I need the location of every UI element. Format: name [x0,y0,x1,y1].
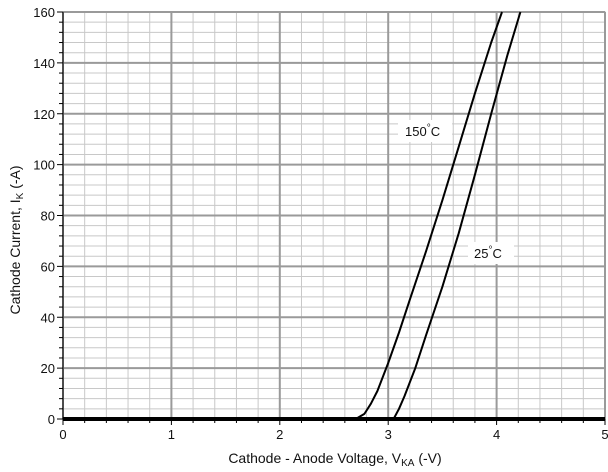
label-layer: 0 1 2 3 4 5 0 20 40 60 80 100 120 140 160 [33,5,608,442]
x-axis-title-sub: KA [401,458,415,469]
y-tick-label: 120 [33,107,55,122]
x-axis-title: Cathode - Anode Voltage, VKA (-V) [228,450,441,469]
y-tick-label: 100 [33,158,55,173]
y-axis-title-sub: K [15,192,26,199]
annotation-150c-degree: ° [427,123,431,134]
y-tick-label: 0 [48,412,55,427]
y-axis-title: Cathode Current, IK (-A) [7,165,26,314]
annotation-25c-degree: ° [488,245,492,256]
annotation-150-bg [398,120,452,142]
y-tick-label: 20 [41,361,55,376]
annotation-150c-unit: C [431,124,440,139]
y-tick-label: 80 [41,209,55,224]
tick-layer [57,11,606,425]
series-layer [63,11,522,420]
y-tick-label: 60 [41,259,55,274]
x-tick-label: 0 [59,427,66,442]
x-tick-label: 3 [385,427,392,442]
y-tick-label: 140 [33,56,55,71]
x-axis-title-main: Cathode - Anode Voltage, V [228,450,401,466]
series-line-25c [63,11,522,420]
annotation-25c: 25°C [474,245,502,261]
annotation-25c-value: 25 [474,246,488,261]
series-line-150c [63,11,503,420]
x-axis-title-unit: (-V) [414,450,441,466]
annotation-25c-unit: C [492,246,501,261]
x-tick-label: 4 [493,427,500,442]
x-tick-label: 2 [276,427,283,442]
annotation-150c: 150°C [405,123,440,139]
annotation-25-bg [468,242,514,264]
x-tick-label: 1 [168,427,175,442]
y-axis-title-unit: (-A) [7,165,23,192]
major-grid [62,11,606,420]
annotation-150c-value: 150 [405,124,427,139]
y-tick-label: 160 [33,5,55,20]
y-axis-title-main: Cathode Current, I [7,199,23,314]
y-tick-label: 40 [41,310,55,325]
x-tick-label: 5 [601,427,608,442]
